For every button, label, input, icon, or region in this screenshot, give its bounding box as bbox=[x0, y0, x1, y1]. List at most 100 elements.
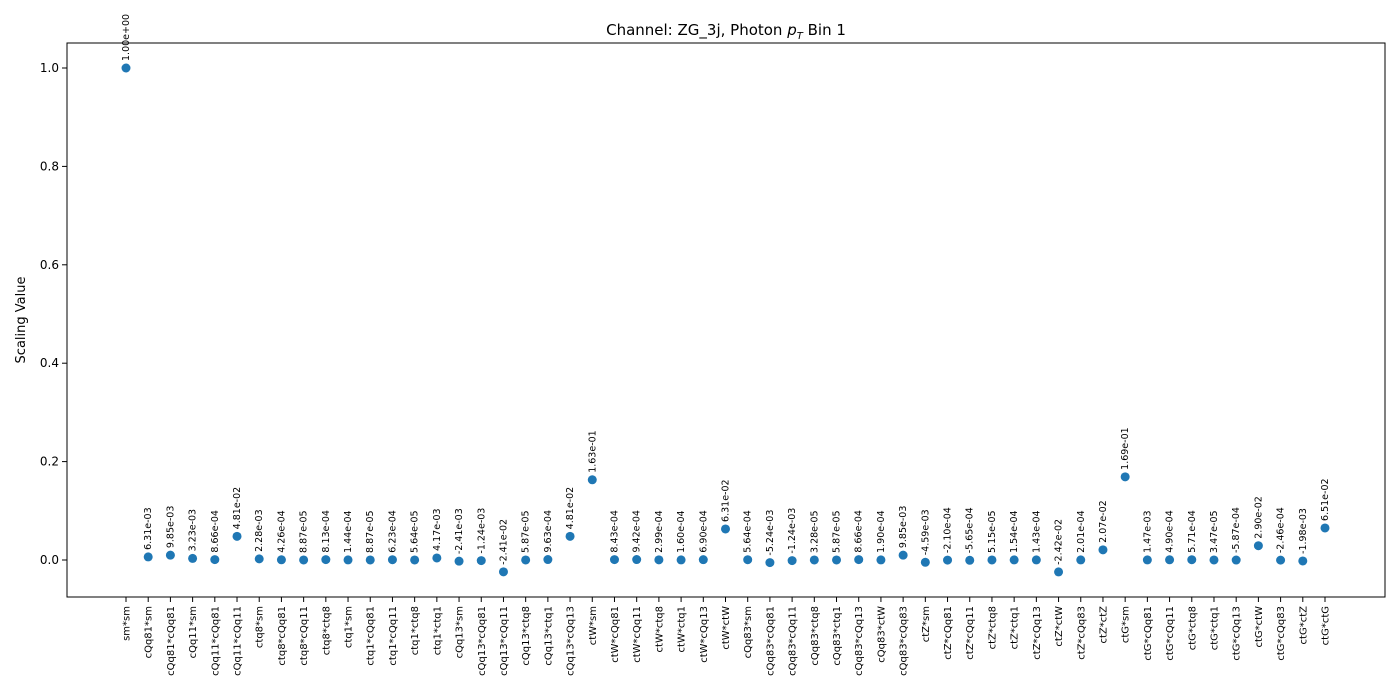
x-tick-label: ctq1*cQq81 bbox=[366, 606, 377, 666]
x-tick-label: cQq13*sm bbox=[455, 606, 466, 658]
x-tick-label: ctG*sm bbox=[1121, 606, 1132, 643]
x-tick-label: cQq81*cQq81 bbox=[166, 606, 177, 676]
x-tick-label: ctZ*cQq81 bbox=[943, 606, 954, 660]
data-point bbox=[1054, 567, 1064, 577]
data-point bbox=[1098, 545, 1108, 555]
data-label: 9.85e-03 bbox=[898, 506, 909, 549]
data-point bbox=[743, 555, 753, 565]
data-point bbox=[1076, 555, 1086, 565]
data-point bbox=[365, 555, 375, 565]
data-point bbox=[410, 555, 420, 565]
data-label: 9.63e-04 bbox=[543, 510, 554, 553]
data-point bbox=[587, 475, 597, 485]
y-tick-label: 0.8 bbox=[40, 159, 59, 173]
data-label: 1.00e+00 bbox=[121, 14, 132, 61]
data-label: 3.23e-03 bbox=[188, 509, 199, 552]
data-labels: 1.00e+00 6.31e-03 9.85e-03 3.23e-03 8.66e-04… bbox=[121, 14, 1331, 565]
data-point bbox=[321, 555, 331, 565]
x-tick-label: ctq1*sm bbox=[344, 606, 355, 648]
chart-title: Channel: ZG_3j, Photon pT Bin 1 bbox=[606, 21, 846, 42]
data-label: 8.13e-04 bbox=[321, 510, 332, 553]
data-label: 3.47e-05 bbox=[1209, 510, 1220, 553]
data-label: 8.66e-04 bbox=[854, 510, 865, 553]
data-point bbox=[1253, 541, 1263, 551]
data-point bbox=[1142, 555, 1152, 565]
data-point bbox=[1187, 555, 1197, 565]
data-label: -2.41e-02 bbox=[498, 519, 509, 565]
data-label: 1.69e-01 bbox=[1120, 427, 1131, 470]
x-tick-label: ctW*ctq1 bbox=[677, 606, 688, 652]
x-tick-label: ctG*ctq8 bbox=[1187, 606, 1198, 650]
x-tick-label: ctG*cQq13 bbox=[1232, 606, 1243, 661]
data-point bbox=[832, 555, 842, 565]
x-tick-label: ctZ*ctZ bbox=[1098, 606, 1109, 644]
data-label: 4.81e-02 bbox=[232, 487, 243, 530]
data-label: 6.23e-04 bbox=[387, 510, 398, 553]
data-label: 9.85e-03 bbox=[165, 506, 176, 549]
x-tick-label: cQq13*cQq11 bbox=[499, 606, 510, 676]
data-point bbox=[276, 555, 286, 565]
data-label: 4.26e-04 bbox=[276, 510, 287, 553]
x-tick-label: ctG*cQq81 bbox=[1143, 606, 1154, 661]
x-tick-label: cQq13*cQq81 bbox=[477, 606, 488, 676]
data-point bbox=[432, 553, 442, 563]
x-tick-label: cQq83*cQq81 bbox=[765, 606, 776, 676]
x-tick-label: ctW*ctW bbox=[721, 606, 732, 650]
data-label: 2.99e-04 bbox=[654, 510, 665, 553]
data-point bbox=[232, 531, 242, 541]
data-label: 8.87e-05 bbox=[299, 510, 310, 553]
data-label: 9.42e-04 bbox=[632, 510, 643, 553]
data-point bbox=[965, 555, 975, 565]
x-tick-label: ctq1*ctq8 bbox=[410, 606, 421, 655]
data-point bbox=[121, 63, 131, 73]
data-label: 1.90e-04 bbox=[876, 510, 887, 553]
data-label: -5.65e-04 bbox=[965, 507, 976, 553]
x-tick-label: ctZ*cQq83 bbox=[1076, 606, 1087, 660]
x-tick-label: cQq13*ctq8 bbox=[521, 606, 532, 666]
data-label: -5.87e-04 bbox=[1231, 507, 1242, 553]
data-label: 5.15e-05 bbox=[987, 510, 998, 553]
x-tick-label: ctq1*cQq11 bbox=[388, 606, 399, 666]
data-point bbox=[609, 555, 619, 565]
x-tick-label: cQq13*ctq1 bbox=[543, 606, 554, 666]
data-label: 1.47e-03 bbox=[1142, 510, 1153, 553]
data-label: 4.81e-02 bbox=[565, 487, 576, 530]
data-label: 8.87e-05 bbox=[365, 510, 376, 553]
x-tick-label: cQq83*ctW bbox=[876, 606, 887, 663]
data-label: 1.54e-04 bbox=[1009, 510, 1020, 553]
data-point bbox=[876, 555, 886, 565]
data-point bbox=[454, 556, 464, 566]
x-tick-label: ctZ*ctW bbox=[1054, 606, 1065, 647]
x-tick-label: ctW*sm bbox=[588, 606, 599, 645]
data-point bbox=[632, 555, 642, 565]
x-tick-label: ctW*ctq8 bbox=[654, 606, 665, 652]
data-points bbox=[121, 63, 1330, 577]
data-label: 1.44e-04 bbox=[343, 510, 354, 553]
data-label: 4.17e-03 bbox=[432, 508, 443, 551]
data-point bbox=[343, 555, 353, 565]
x-tick-label: ctG*cQq11 bbox=[1165, 606, 1176, 661]
data-point bbox=[765, 558, 775, 568]
y-tick-label: 0.0 bbox=[40, 553, 59, 567]
x-tick-label: ctZ*sm bbox=[921, 606, 932, 642]
data-point bbox=[787, 556, 797, 566]
data-label: 5.87e-05 bbox=[832, 510, 843, 553]
x-tick-label: cQq83*sm bbox=[743, 606, 754, 658]
data-label: -2.42e-02 bbox=[1054, 519, 1065, 565]
data-label: 5.64e-04 bbox=[743, 510, 754, 553]
data-point bbox=[1120, 472, 1130, 482]
data-point bbox=[1320, 523, 1330, 533]
data-label: 5.64e-05 bbox=[410, 510, 421, 553]
data-point bbox=[1009, 555, 1019, 565]
data-label: -4.59e-03 bbox=[920, 509, 931, 555]
x-tick-label: ctG*ctZ bbox=[1298, 606, 1309, 645]
data-label: 4.90e-04 bbox=[1165, 510, 1176, 553]
y-tick-label: 0.2 bbox=[40, 455, 59, 469]
x-tick-label: cQq83*cQq11 bbox=[788, 606, 799, 676]
data-label: -1.24e-03 bbox=[476, 508, 487, 554]
x-tick-label: sm*sm bbox=[122, 606, 133, 641]
x-tick-label: ctW*cQq11 bbox=[632, 606, 643, 663]
data-point bbox=[387, 555, 397, 565]
data-label: 2.07e-02 bbox=[1098, 500, 1109, 543]
